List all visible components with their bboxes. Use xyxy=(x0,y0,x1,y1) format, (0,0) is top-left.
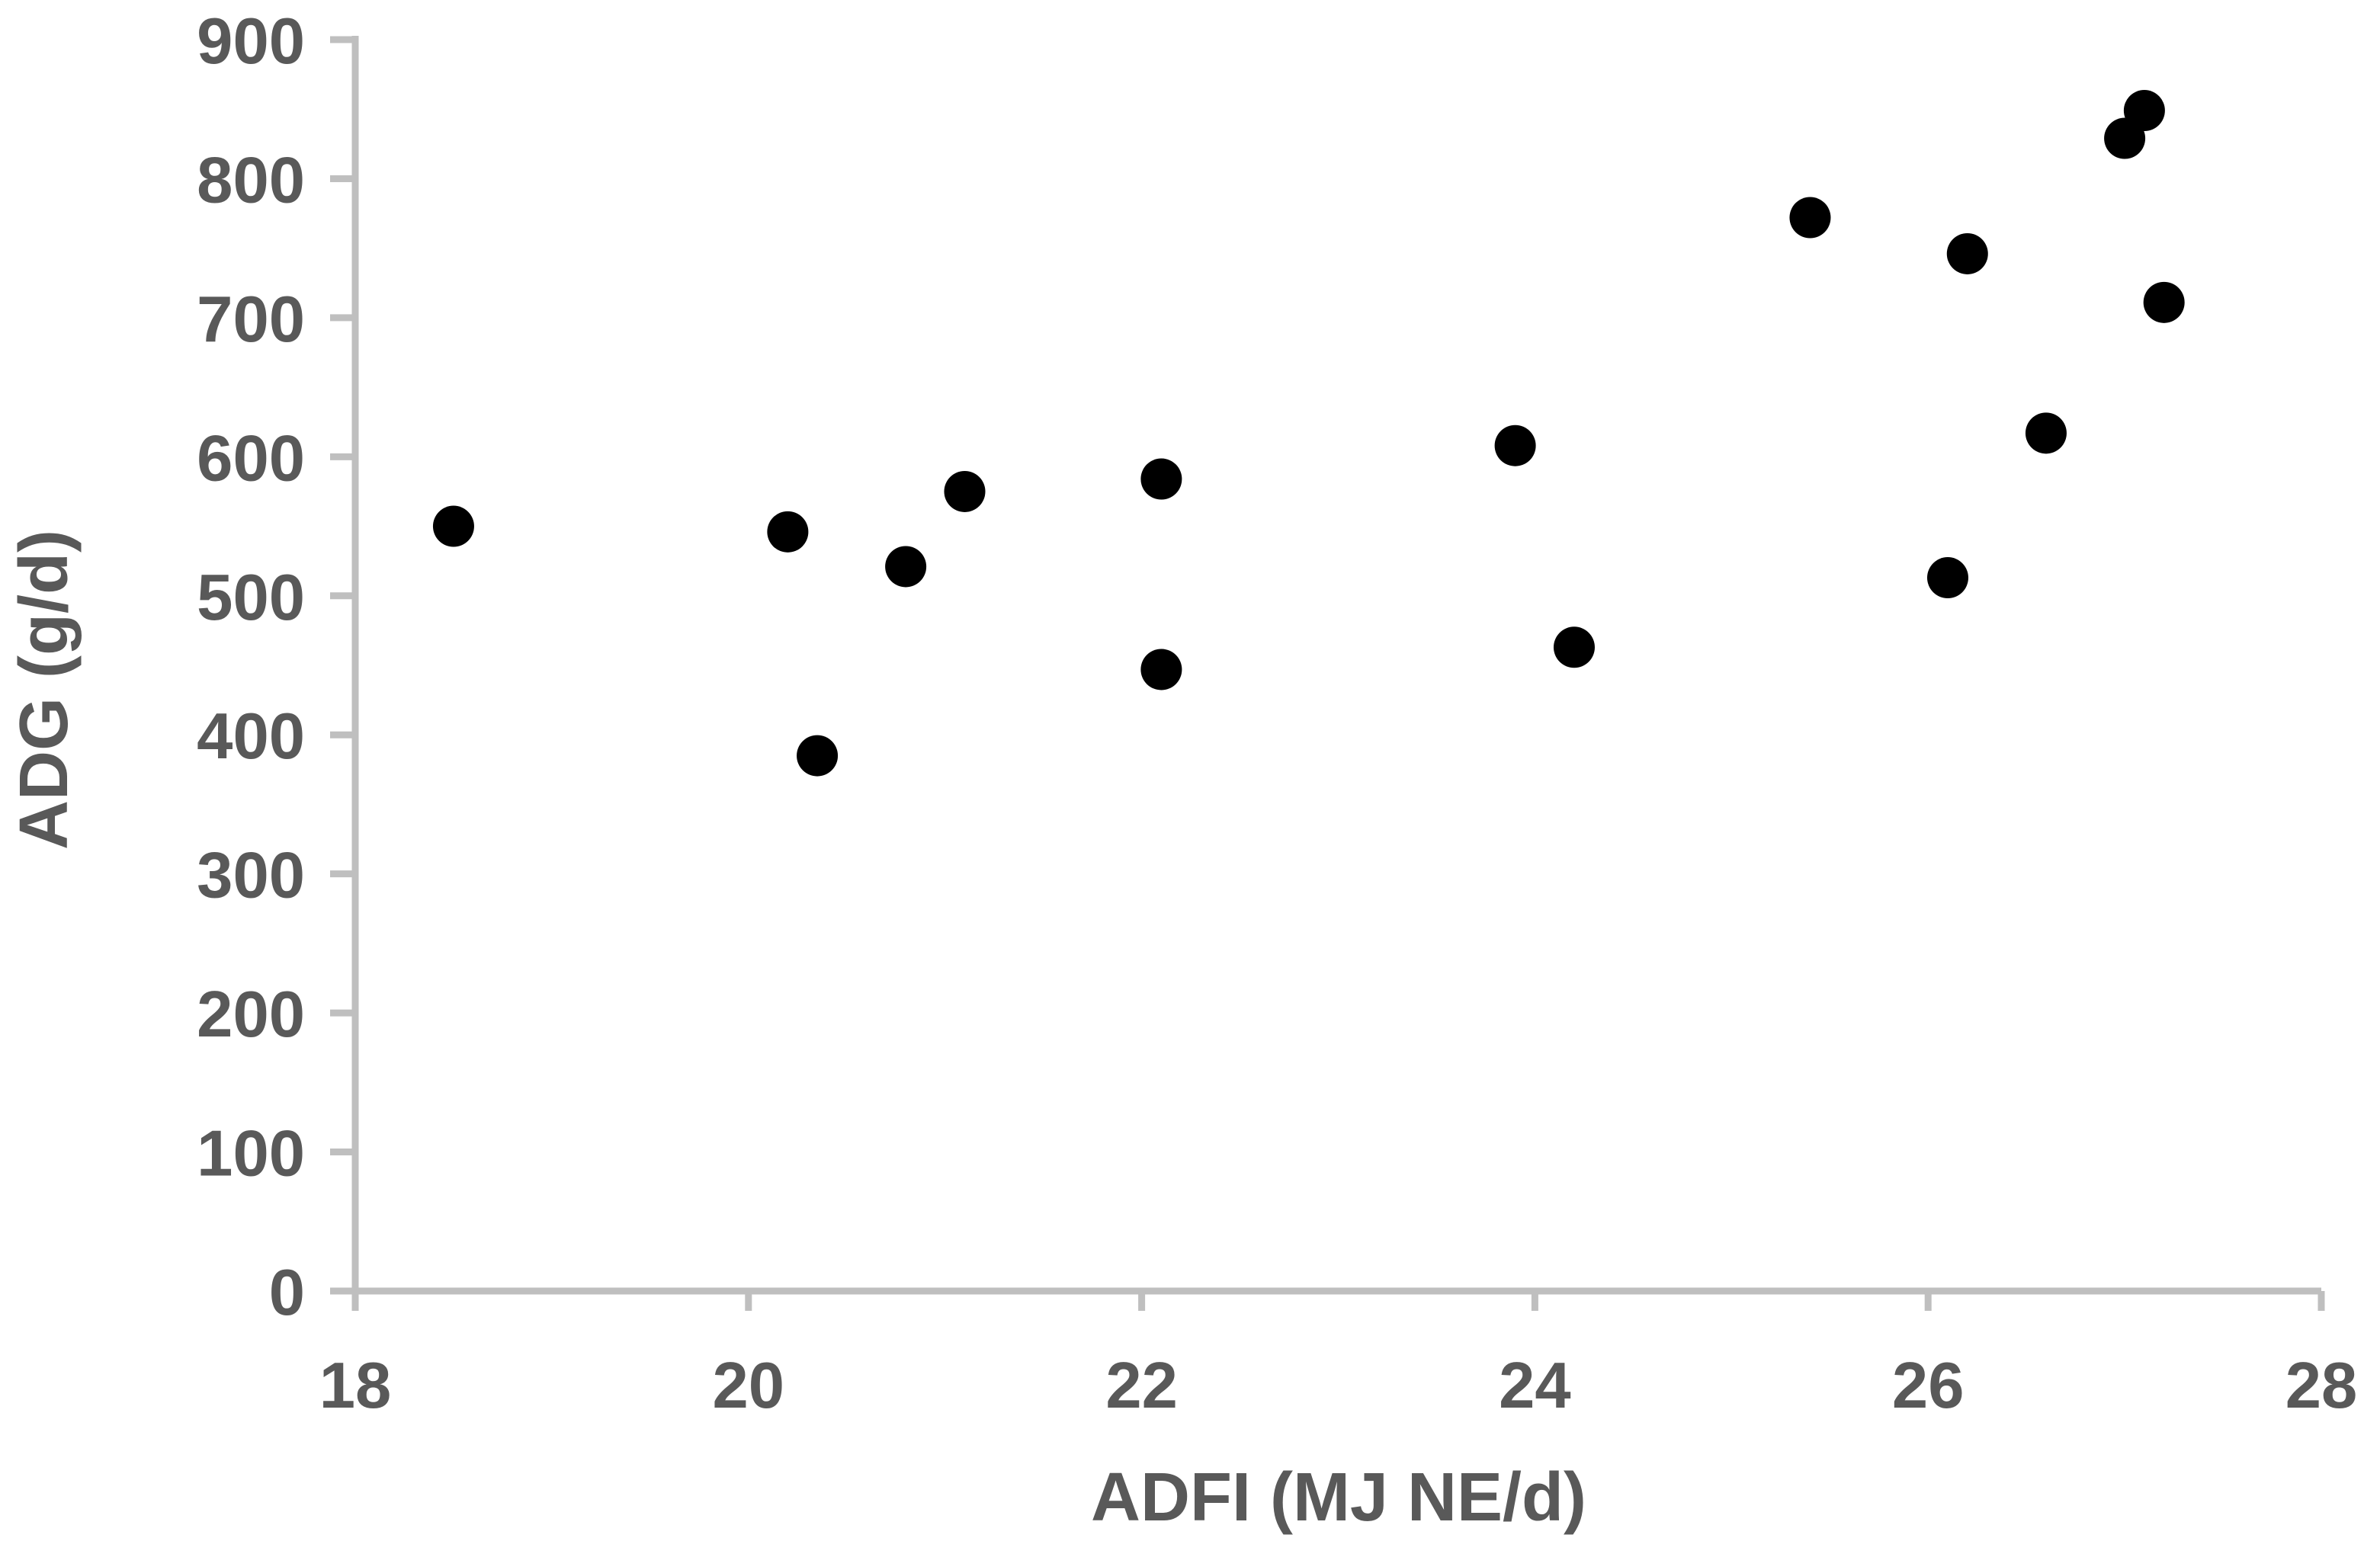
y-tick-label: 200 xyxy=(197,979,305,1051)
y-tick-label: 500 xyxy=(197,562,305,634)
x-tick-label: 24 xyxy=(1499,1350,1571,1422)
y-tick-label: 100 xyxy=(197,1118,305,1190)
y-tick-label: 700 xyxy=(197,284,305,356)
y-tick-label: 600 xyxy=(197,422,305,495)
data-points-layer xyxy=(432,90,2185,777)
x-tick-label: 20 xyxy=(713,1350,785,1422)
data-point xyxy=(767,511,809,553)
x-tick-label: 18 xyxy=(319,1350,392,1422)
data-point xyxy=(1926,557,1968,599)
data-point xyxy=(1553,626,1595,668)
axes-layer xyxy=(351,36,2321,1295)
data-point xyxy=(2123,90,2165,132)
x-tick-label: 26 xyxy=(1892,1350,1965,1422)
data-point xyxy=(2025,412,2067,454)
x-axis-title: ADFI (MJ NE/d) xyxy=(1091,1459,1586,1536)
x-tick-label: 22 xyxy=(1105,1350,1178,1422)
data-point xyxy=(1789,197,1831,239)
data-point xyxy=(1140,649,1182,690)
data-point xyxy=(1946,232,1988,274)
y-tick-label: 800 xyxy=(197,144,305,216)
data-point xyxy=(797,735,839,777)
data-point xyxy=(2143,281,2185,323)
y-tick-label: 400 xyxy=(197,700,305,773)
data-point xyxy=(944,470,986,512)
data-point xyxy=(1494,424,1536,466)
y-axis-title: ADG (g/d) xyxy=(6,530,82,850)
data-point xyxy=(432,505,474,547)
y-tick-label: 900 xyxy=(197,5,305,78)
ticks-layer: 0 100 200 300 400 500 600 700 800 900 18 20 22 24 26 28 xyxy=(197,5,2357,1422)
data-point xyxy=(1140,458,1182,500)
y-tick-label: 0 xyxy=(269,1257,305,1329)
data-point xyxy=(885,546,927,588)
y-tick-label: 300 xyxy=(197,840,305,912)
x-tick-label: 28 xyxy=(2285,1350,2358,1422)
